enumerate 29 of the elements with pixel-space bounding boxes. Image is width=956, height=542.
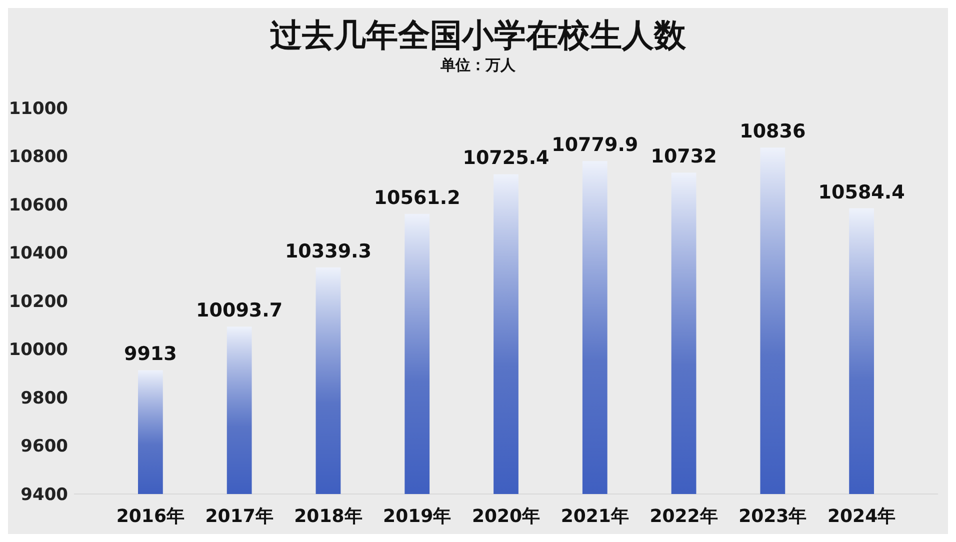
data-label: 10093.7: [196, 300, 283, 322]
x-tick-label: 2023年: [738, 506, 807, 527]
data-label: 9913: [124, 343, 177, 366]
y-tick-label: 10800: [8, 147, 68, 168]
y-tick-label: 10400: [8, 244, 68, 264]
chart-subtitle: 单位：万人: [440, 56, 516, 74]
data-label: 10725.4: [462, 147, 550, 170]
data-label: 10561.2: [374, 186, 460, 209]
data-label: 10339.3: [284, 240, 372, 262]
x-tick-label: 2024年: [828, 506, 896, 527]
data-label: 10732: [650, 146, 717, 168]
x-tick-label: 2016年: [116, 506, 184, 527]
y-tick-label: 9400: [20, 484, 68, 505]
x-tick-label: 2019年: [383, 506, 452, 527]
y-tick-label: 9600: [20, 436, 68, 457]
y-tick-label: 10000: [8, 340, 68, 360]
x-tick-label: 2022年: [650, 506, 718, 527]
x-tick-label: 2021年: [560, 506, 629, 527]
x-tick-label: 2018年: [294, 506, 362, 527]
data-label: 10836: [740, 120, 806, 143]
chart-title: 过去几年全国小学在校生人数: [270, 16, 687, 54]
data-label: 10779.9: [552, 134, 638, 156]
x-tick-label: 2017年: [205, 506, 274, 527]
y-tick-label: 10600: [8, 195, 68, 216]
x-tick-label: 2020年: [472, 506, 540, 527]
y-tick-label: 10200: [8, 292, 68, 312]
y-tick-label: 9800: [20, 388, 68, 408]
data-label: 10584.4: [818, 181, 905, 204]
y-tick-label: 11000: [8, 98, 68, 119]
